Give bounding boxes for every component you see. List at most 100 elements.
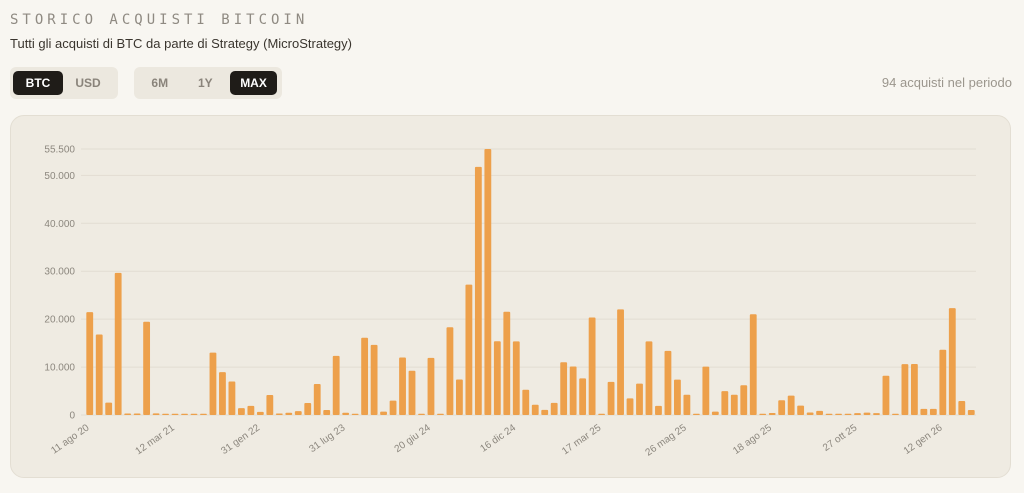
bar[interactable] xyxy=(474,166,482,415)
bar[interactable] xyxy=(512,341,520,415)
bar[interactable] xyxy=(967,410,975,415)
bar[interactable] xyxy=(617,309,624,415)
bar[interactable] xyxy=(892,413,899,415)
bar[interactable] xyxy=(692,413,700,415)
bar[interactable] xyxy=(133,413,141,416)
bar[interactable] xyxy=(408,370,416,415)
bar[interactable] xyxy=(806,412,814,415)
bar[interactable] xyxy=(645,341,653,415)
bar[interactable] xyxy=(152,413,160,415)
bar[interactable] xyxy=(323,409,331,415)
bar[interactable] xyxy=(929,408,937,415)
bar[interactable] xyxy=(560,362,568,415)
bar[interactable] xyxy=(181,413,188,415)
bar[interactable] xyxy=(768,412,776,415)
bar[interactable] xyxy=(484,149,492,415)
bar[interactable] xyxy=(389,400,397,415)
bar[interactable] xyxy=(209,352,217,415)
bar[interactable] xyxy=(380,411,387,415)
bar[interactable] xyxy=(958,400,966,415)
bar[interactable] xyxy=(427,357,435,415)
bar[interactable] xyxy=(844,413,852,415)
bar[interactable] xyxy=(342,412,350,415)
bar[interactable] xyxy=(948,308,956,415)
bar[interactable] xyxy=(626,398,634,415)
bar[interactable] xyxy=(664,350,672,415)
bar[interactable] xyxy=(541,409,549,415)
bar[interactable] xyxy=(437,413,444,415)
bar[interactable] xyxy=(86,312,94,415)
bar[interactable] xyxy=(873,413,880,415)
range-1y-button[interactable]: 1Y xyxy=(185,71,227,95)
bar[interactable] xyxy=(361,337,369,415)
bar[interactable] xyxy=(332,355,340,415)
bar[interactable] xyxy=(569,366,577,415)
bar[interactable] xyxy=(95,334,103,416)
bar[interactable] xyxy=(854,413,861,415)
bar[interactable] xyxy=(266,395,274,415)
bar[interactable] xyxy=(920,408,928,415)
bar[interactable] xyxy=(190,413,198,415)
bar[interactable] xyxy=(588,317,596,415)
bar[interactable] xyxy=(787,395,795,415)
bar[interactable] xyxy=(778,400,786,415)
bar[interactable] xyxy=(418,413,425,415)
bar[interactable] xyxy=(740,385,748,415)
bar[interactable] xyxy=(749,314,757,415)
bar[interactable] xyxy=(655,405,662,415)
bar[interactable] xyxy=(200,413,207,415)
bar[interactable] xyxy=(910,363,918,415)
bar[interactable] xyxy=(446,327,454,415)
bar[interactable] xyxy=(730,394,738,415)
bar[interactable] xyxy=(636,383,643,415)
bar[interactable] xyxy=(313,384,321,415)
bar[interactable] xyxy=(702,366,710,415)
bar[interactable] xyxy=(285,412,293,415)
unit-btc-button[interactable]: BTC xyxy=(13,71,63,95)
bar[interactable] xyxy=(247,405,255,415)
bar[interactable] xyxy=(256,411,264,415)
bar[interactable] xyxy=(579,378,587,415)
bar[interactable] xyxy=(550,402,558,415)
bar[interactable] xyxy=(219,372,226,415)
bar[interactable] xyxy=(825,413,833,415)
bar[interactable] xyxy=(275,413,283,415)
bar[interactable] xyxy=(503,311,511,415)
bar[interactable] xyxy=(683,394,691,415)
bar[interactable] xyxy=(797,405,805,415)
bar[interactable] xyxy=(399,357,406,415)
bar[interactable] xyxy=(143,321,151,415)
bar[interactable] xyxy=(456,379,463,415)
range-6m-button[interactable]: 6M xyxy=(139,71,181,95)
range-max-button[interactable]: MAX xyxy=(230,71,277,95)
bar[interactable] xyxy=(114,272,122,415)
bar[interactable] xyxy=(237,408,245,415)
bar[interactable] xyxy=(124,413,132,416)
bar[interactable] xyxy=(351,413,359,415)
bar[interactable] xyxy=(370,344,378,415)
bar[interactable] xyxy=(901,364,909,415)
bar[interactable] xyxy=(228,381,236,415)
unit-usd-button[interactable]: USD xyxy=(63,71,113,95)
bar[interactable] xyxy=(105,402,113,415)
bar[interactable] xyxy=(171,413,179,415)
bar[interactable] xyxy=(304,403,312,415)
bar[interactable] xyxy=(162,413,169,415)
bar[interactable] xyxy=(493,341,501,415)
bar[interactable] xyxy=(598,413,605,415)
bar[interactable] xyxy=(721,391,729,415)
bar[interactable] xyxy=(835,413,842,415)
bar[interactable] xyxy=(863,412,871,415)
bar[interactable] xyxy=(759,413,767,415)
bar[interactable] xyxy=(465,284,473,415)
bar[interactable] xyxy=(711,411,719,415)
bar[interactable] xyxy=(816,410,824,415)
bar[interactable] xyxy=(294,411,302,415)
bar[interactable] xyxy=(939,349,947,415)
bar[interactable] xyxy=(607,381,615,415)
y-tick-label: 50.000 xyxy=(44,171,75,182)
bar[interactable] xyxy=(522,389,530,415)
bar[interactable] xyxy=(531,404,539,415)
bar[interactable] xyxy=(882,375,890,415)
bar[interactable] xyxy=(674,379,681,415)
